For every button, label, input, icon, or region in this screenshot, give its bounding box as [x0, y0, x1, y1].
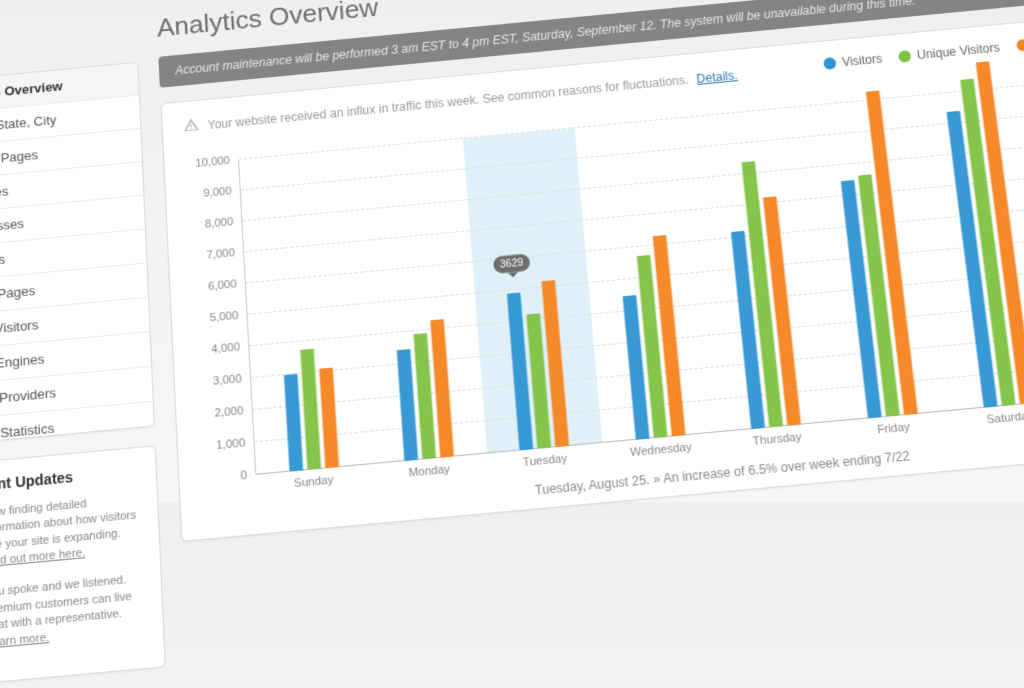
y-tick: 8,000: [205, 216, 234, 231]
y-tick: 9,000: [203, 185, 232, 200]
y-tick: 4,000: [211, 341, 240, 356]
bar[interactable]: [300, 348, 321, 470]
update-text: You spoke and we listened. Premium custo…: [0, 571, 148, 652]
x-label: Friday: [877, 421, 911, 437]
account-updates-title: Account Updates: [0, 462, 141, 496]
x-label: Saturday: [986, 410, 1024, 427]
x-label: Thursday: [752, 431, 802, 448]
chart-info-details-link[interactable]: Details.: [696, 68, 738, 86]
y-tick: 0: [240, 469, 247, 482]
bar[interactable]: [319, 367, 339, 468]
legend-label: Unique Visitors: [916, 41, 1000, 62]
sidebar: Analytics OverviewCountry, State, CityEn…: [0, 16, 166, 688]
legend-item: Visitors: [823, 52, 883, 71]
legend-wrap: Visitors Unique Visitors Returning Visitor…: [823, 28, 1024, 88]
update-item: Now finding detailed information about h…: [0, 491, 145, 573]
account-updates-list: Now finding detailed information about h…: [0, 491, 148, 654]
y-tick: 7,000: [206, 247, 235, 262]
alert-icon: [183, 116, 200, 136]
main-panel: Analytics Overview Account maintenance w…: [156, 0, 1024, 665]
update-link[interactable]: Learn more.: [0, 631, 50, 650]
y-tick: 1,000: [216, 437, 246, 452]
legend-item: Unique Visitors: [898, 41, 1001, 64]
chart-card: Your website received an influx in traff…: [161, 10, 1024, 542]
legend-label: Visitors: [841, 52, 883, 69]
y-tick: 10,000: [195, 155, 230, 170]
y-tick: 5,000: [209, 310, 238, 325]
bar[interactable]: [284, 374, 303, 472]
bar-group: [282, 347, 339, 472]
bar-group: [617, 235, 685, 440]
y-tick: 2,000: [214, 405, 243, 420]
x-label: Tuesday: [522, 453, 567, 470]
bar-group: [395, 319, 454, 461]
y-tick: 6,000: [208, 278, 237, 293]
sidebar-nav: Analytics OverviewCountry, State, CityEn…: [0, 62, 155, 447]
legend-dot: [898, 50, 912, 63]
chart-legend: Visitors Unique Visitors Returning Visitor…: [823, 28, 1024, 71]
x-label: Monday: [408, 463, 450, 479]
legend-dot: [823, 57, 837, 70]
y-tick: 3,000: [213, 373, 242, 388]
update-link[interactable]: Find out more here.: [0, 547, 86, 569]
x-label: Sunday: [294, 474, 334, 490]
account-updates-card: Account Updates Now finding detailed inf…: [0, 445, 166, 688]
legend-dot: [1015, 39, 1024, 52]
x-label: Wednesday: [630, 441, 693, 459]
bar-group: [830, 90, 917, 418]
legend-item: Returning Visitors: [1015, 28, 1024, 53]
bar-group: [941, 61, 1024, 407]
update-text: Now finding detailed information about h…: [0, 491, 145, 571]
update-item: You spoke and we listened. Premium custo…: [0, 571, 148, 654]
